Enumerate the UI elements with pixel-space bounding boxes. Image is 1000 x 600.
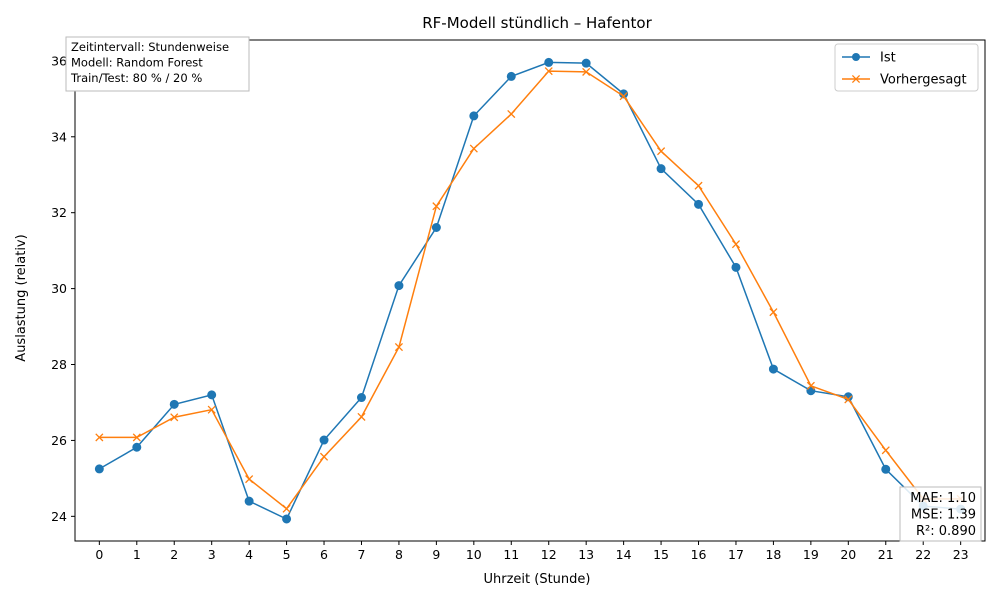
legend-box [834,43,979,92]
x-tick-label: 6 [320,547,328,562]
data-point-ist [394,281,404,291]
data-point-ist [506,71,516,81]
x-tick-label: 16 [691,547,707,562]
x-tick-label: 3 [208,547,216,562]
x-tick-label: 4 [245,547,253,562]
data-point-vorhergesagt [694,181,703,190]
data-point-vorhergesagt [507,109,516,119]
data-point-vorhergesagt [806,381,815,390]
x-axis-label: Uhrzeit (Stunde) [484,572,591,587]
data-point-ist [94,464,104,474]
x-tick-label: 14 [616,547,632,562]
data-point-ist [881,464,891,474]
data-point-ist [694,199,704,209]
data-point-vorhergesagt [582,67,591,76]
y-tick-label: 36 [51,53,67,68]
data-point-vorhergesagt [844,395,853,404]
x-tick-label: 17 [728,547,744,562]
data-point-vorhergesagt [544,67,553,76]
x-tick-label: 21 [878,547,894,562]
data-point-ist [806,386,816,396]
chart-title: RF-Modell stündlich – Hafentor [422,14,652,32]
x-tick-label: 19 [803,547,819,562]
metrics-box [899,486,982,542]
x-tick-label: 15 [653,547,669,562]
series-line-ist [98,61,961,520]
data-point-vorhergesagt [769,308,778,317]
data-point-ist [768,364,778,374]
x-tick-label: 0 [95,547,103,562]
data-point-ist [356,393,366,403]
y-tick-label: 26 [51,433,67,448]
y-tick-label: 30 [51,281,67,296]
data-point-vorhergesagt [282,504,291,513]
data-point-ist [544,57,554,67]
data-point-ist [169,399,179,409]
y-tick-label: 32 [51,205,67,220]
data-point-vorhergesagt [657,147,666,156]
x-tick-label: 10 [466,547,482,562]
data-point-ist [319,435,329,445]
x-tick-label: 18 [765,547,781,562]
metrics-line: MSE: 1.39 [911,508,976,523]
info-box-line: Modell: Random Forest [71,56,203,70]
data-point-vorhergesagt [432,202,441,211]
data-point-vorhergesagt [245,475,254,484]
data-point-ist [731,262,741,272]
y-tick-label: 24 [51,509,67,524]
x-tick-label: 2 [170,547,178,562]
legend-marker-vorhergesagt [851,74,861,84]
info-box-line: Train/Test: 80 % / 20 % [70,71,202,85]
data-point-vorhergesagt [881,446,890,455]
x-tick-label: 5 [283,547,291,562]
info-box [65,36,250,92]
data-point-vorhergesagt [357,412,366,421]
x-tick-label: 8 [395,547,403,562]
x-tick-label: 7 [358,547,366,562]
data-point-ist [581,58,591,68]
info-box-line: Zeitintervall: Stundenweise [71,40,229,54]
y-axis-label: Auslastung (relativ) [14,234,29,361]
legend-label: Vorhergesagt [880,73,967,88]
plot-frame [74,39,986,542]
y-tick-label: 28 [51,357,67,372]
data-point-ist [469,111,479,121]
y-tick-label: 34 [51,129,67,144]
x-tick-label: 1 [133,547,141,562]
data-point-vorhergesagt [207,405,216,414]
x-tick-label: 22 [915,547,931,562]
data-point-ist [656,164,666,174]
x-tick-label: 11 [503,547,519,562]
data-point-ist [431,222,441,232]
data-point-ist [207,390,217,400]
x-tick-label: 20 [840,547,856,562]
data-point-vorhergesagt [619,92,628,101]
data-point-ist [282,514,292,524]
data-point-vorhergesagt [469,144,478,153]
metrics-line: R²: 0.890 [916,524,976,539]
series-line-vorhergesagt [99,70,961,510]
data-point-vorhergesagt [132,433,141,442]
x-tick-label: 9 [432,547,440,562]
data-point-vorhergesagt [170,413,179,422]
data-point-vorhergesagt [95,433,104,442]
data-point-vorhergesagt [731,240,741,249]
data-point-vorhergesagt [319,452,329,461]
x-tick-label: 13 [578,547,594,562]
data-point-ist [132,442,142,452]
data-point-ist [244,496,254,506]
x-tick-label: 23 [953,547,969,562]
data-point-vorhergesagt [394,342,403,352]
x-tick-label: 12 [541,547,557,562]
metrics-line: MAE: 1.10 [910,491,976,506]
legend-label: Ist [880,51,896,66]
legend-marker-ist [852,53,860,61]
